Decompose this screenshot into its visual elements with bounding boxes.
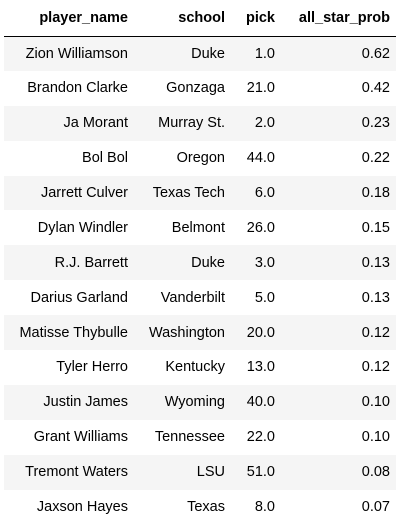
table-header: player_name school pick all_star_prob — [4, 0, 396, 36]
table-row: Justin James Wyoming 40.0 0.10 — [4, 385, 396, 420]
table-row: Jaxson Hayes Texas 8.0 0.07 — [4, 490, 396, 525]
cell-all-star-prob: 0.10 — [281, 420, 396, 455]
table-row: Tremont Waters LSU 51.0 0.08 — [4, 455, 396, 490]
cell-school: Kentucky — [134, 350, 231, 385]
column-header-pick: pick — [231, 0, 281, 36]
cell-school: Murray St. — [134, 106, 231, 141]
cell-school: Vanderbilt — [134, 280, 231, 315]
table-row: Zion Williamson Duke 1.0 0.62 — [4, 36, 396, 71]
cell-player-name: Jarrett Culver — [4, 176, 134, 211]
column-header-school: school — [134, 0, 231, 36]
cell-school: Tennessee — [134, 420, 231, 455]
cell-pick: 3.0 — [231, 245, 281, 280]
cell-player-name: Matisse Thybulle — [4, 315, 134, 350]
cell-school: Duke — [134, 36, 231, 71]
cell-player-name: Ja Morant — [4, 106, 134, 141]
cell-pick: 44.0 — [231, 141, 281, 176]
cell-school: Gonzaga — [134, 71, 231, 106]
cell-player-name: Darius Garland — [4, 280, 134, 315]
cell-player-name: Jaxson Hayes — [4, 490, 134, 525]
cell-pick: 22.0 — [231, 420, 281, 455]
table-row: Matisse Thybulle Washington 20.0 0.12 — [4, 315, 396, 350]
cell-all-star-prob: 0.62 — [281, 36, 396, 71]
cell-pick: 5.0 — [231, 280, 281, 315]
cell-all-star-prob: 0.18 — [281, 176, 396, 211]
cell-school: LSU — [134, 455, 231, 490]
cell-pick: 2.0 — [231, 106, 281, 141]
cell-all-star-prob: 0.10 — [281, 385, 396, 420]
cell-player-name: Justin James — [4, 385, 134, 420]
cell-player-name: Brandon Clarke — [4, 71, 134, 106]
cell-school: Washington — [134, 315, 231, 350]
table-row: Jarrett Culver Texas Tech 6.0 0.18 — [4, 176, 396, 211]
table-row: R.J. Barrett Duke 3.0 0.13 — [4, 245, 396, 280]
cell-pick: 40.0 — [231, 385, 281, 420]
cell-player-name: Tremont Waters — [4, 455, 134, 490]
cell-school: Texas Tech — [134, 176, 231, 211]
cell-all-star-prob: 0.42 — [281, 71, 396, 106]
cell-player-name: Bol Bol — [4, 141, 134, 176]
cell-school: Belmont — [134, 210, 231, 245]
dataframe-table: player_name school pick all_star_prob Zi… — [4, 0, 396, 524]
cell-all-star-prob: 0.15 — [281, 210, 396, 245]
cell-player-name: Zion Williamson — [4, 36, 134, 71]
column-header-all-star-prob: all_star_prob — [281, 0, 396, 36]
cell-all-star-prob: 0.13 — [281, 280, 396, 315]
cell-player-name: Tyler Herro — [4, 350, 134, 385]
cell-pick: 26.0 — [231, 210, 281, 245]
cell-all-star-prob: 0.13 — [281, 245, 396, 280]
header-row: player_name school pick all_star_prob — [4, 0, 396, 36]
cell-pick: 1.0 — [231, 36, 281, 71]
cell-pick: 6.0 — [231, 176, 281, 211]
cell-pick: 13.0 — [231, 350, 281, 385]
cell-player-name: R.J. Barrett — [4, 245, 134, 280]
cell-school: Oregon — [134, 141, 231, 176]
cell-school: Wyoming — [134, 385, 231, 420]
cell-school: Duke — [134, 245, 231, 280]
table-body: Zion Williamson Duke 1.0 0.62 Brandon Clarke… — [4, 36, 396, 524]
cell-all-star-prob: 0.23 — [281, 106, 396, 141]
cell-school: Texas — [134, 490, 231, 525]
cell-all-star-prob: 0.12 — [281, 350, 396, 385]
cell-pick: 51.0 — [231, 455, 281, 490]
cell-player-name: Grant Williams — [4, 420, 134, 455]
table-row: Ja Morant Murray St. 2.0 0.23 — [4, 106, 396, 141]
table-row: Dylan Windler Belmont 26.0 0.15 — [4, 210, 396, 245]
cell-all-star-prob: 0.12 — [281, 315, 396, 350]
cell-pick: 8.0 — [231, 490, 281, 525]
cell-all-star-prob: 0.08 — [281, 455, 396, 490]
table-row: Tyler Herro Kentucky 13.0 0.12 — [4, 350, 396, 385]
column-header-player-name: player_name — [4, 0, 134, 36]
cell-all-star-prob: 0.22 — [281, 141, 396, 176]
table-row: Brandon Clarke Gonzaga 21.0 0.42 — [4, 71, 396, 106]
cell-pick: 20.0 — [231, 315, 281, 350]
table-row: Darius Garland Vanderbilt 5.0 0.13 — [4, 280, 396, 315]
cell-pick: 21.0 — [231, 71, 281, 106]
table-row: Grant Williams Tennessee 22.0 0.10 — [4, 420, 396, 455]
table-row: Bol Bol Oregon 44.0 0.22 — [4, 141, 396, 176]
cell-player-name: Dylan Windler — [4, 210, 134, 245]
cell-all-star-prob: 0.07 — [281, 490, 396, 525]
